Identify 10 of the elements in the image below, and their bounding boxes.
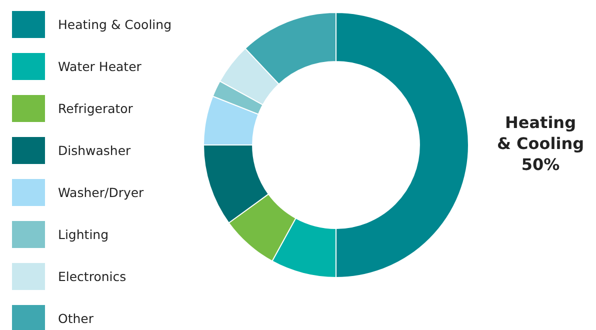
legend-label: Electronics [58,268,126,284]
legend-label: Other [58,310,94,326]
data-label: 50% [521,155,560,174]
legend-label: Dishwasher [58,142,131,158]
legend-label: Heating & Cooling [58,16,172,32]
legend-label: Water Heater [58,58,142,74]
slice-label: Heating & Cooling [496,113,584,154]
legend-label: Refrigerator [58,100,133,116]
legend-label: Lighting [58,226,109,242]
legend-label: Washer/Dryer [58,184,144,200]
